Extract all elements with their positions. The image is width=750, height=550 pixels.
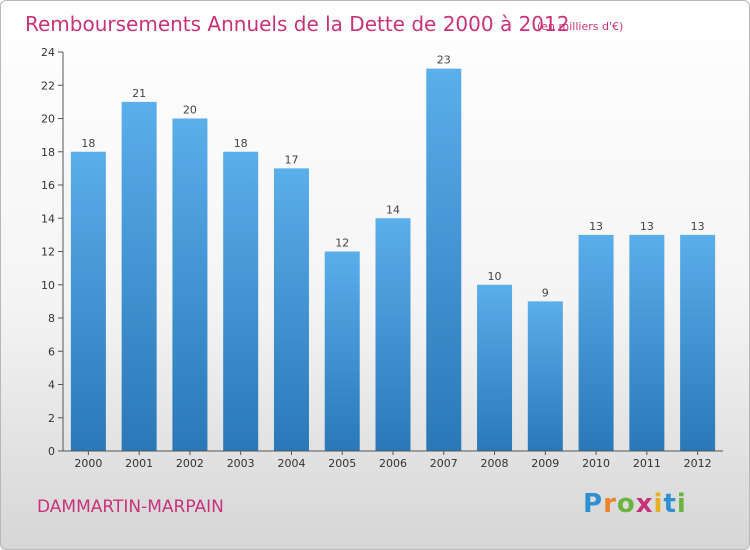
x-tick-label: 2000 — [74, 457, 102, 470]
bar — [426, 68, 462, 451]
bar — [223, 151, 259, 451]
y-tick-label: 2 — [48, 412, 55, 425]
bar-value-label: 14 — [386, 203, 400, 216]
x-tick-label: 2003 — [227, 457, 255, 470]
y-tick-label: 10 — [41, 279, 55, 292]
y-tick-label: 4 — [48, 379, 55, 392]
x-tick-label: 2002 — [176, 457, 204, 470]
commune-name: DAMMARTIN-MARPAIN — [37, 497, 224, 517]
bar-value-label: 13 — [691, 220, 705, 233]
y-tick-label: 14 — [41, 212, 55, 225]
x-tick-label: 2004 — [277, 457, 305, 470]
logo-letter: P — [583, 489, 604, 519]
bar — [477, 284, 513, 451]
x-tick-label: 2010 — [582, 457, 610, 470]
bar — [273, 168, 309, 451]
chart-subtitle: (en milliers d'€) — [537, 20, 623, 33]
y-tick-label: 0 — [48, 445, 55, 458]
bar-value-label: 9 — [542, 286, 549, 299]
x-tick-label: 2011 — [633, 457, 661, 470]
bar — [375, 218, 411, 451]
bar-value-label: 18 — [81, 137, 95, 150]
bar-value-label: 13 — [589, 220, 603, 233]
bar — [680, 234, 716, 451]
bar-value-label: 21 — [132, 87, 146, 100]
logo-letter: i — [676, 489, 687, 519]
logo-letter: i — [653, 489, 664, 519]
x-tick-label: 2012 — [684, 457, 712, 470]
bar-value-label: 18 — [234, 137, 248, 150]
logo-letter: r — [603, 489, 617, 519]
y-tick-label: 24 — [41, 46, 55, 59]
bar — [578, 234, 614, 451]
x-tick-label: 2009 — [531, 457, 559, 470]
y-tick-label: 12 — [41, 246, 55, 259]
bar-value-label: 12 — [335, 237, 349, 250]
y-tick-label: 16 — [41, 179, 55, 192]
bar — [629, 234, 665, 451]
y-tick-label: 22 — [41, 79, 55, 92]
x-tick-label: 2008 — [481, 457, 509, 470]
bar — [527, 301, 563, 451]
y-tick-label: 18 — [41, 146, 55, 159]
bar — [121, 101, 157, 451]
bar — [172, 118, 208, 451]
x-tick-label: 2001 — [125, 457, 153, 470]
bar-value-label: 10 — [488, 270, 502, 283]
bar-value-label: 20 — [183, 104, 197, 117]
bars: 18 21 20 18 17 12 14 23 10 9 13 13 13 — [70, 54, 716, 451]
bar-value-label: 13 — [640, 220, 654, 233]
bar-value-label: 17 — [284, 153, 298, 166]
logo-letter: x — [635, 489, 654, 519]
proxiti-logo: Proxiti — [583, 489, 687, 519]
x-axis: 2000 2001 2002 2003 2004 2005 2006 2007 2008 2009… — [63, 450, 723, 470]
logo-letter: o — [616, 489, 636, 519]
x-tick-label: 2005 — [328, 457, 356, 470]
bar-value-label: 23 — [437, 54, 451, 67]
bar — [70, 151, 106, 451]
logo-letter: t — [663, 489, 677, 519]
y-tick-label: 20 — [41, 113, 55, 126]
y-tick-label: 6 — [48, 345, 55, 358]
bar — [324, 251, 360, 451]
y-tick-label: 8 — [48, 312, 55, 325]
chart-title: Remboursements Annuels de la Dette de 20… — [25, 12, 569, 36]
x-tick-label: 2006 — [379, 457, 407, 470]
x-tick-label: 2007 — [430, 457, 458, 470]
